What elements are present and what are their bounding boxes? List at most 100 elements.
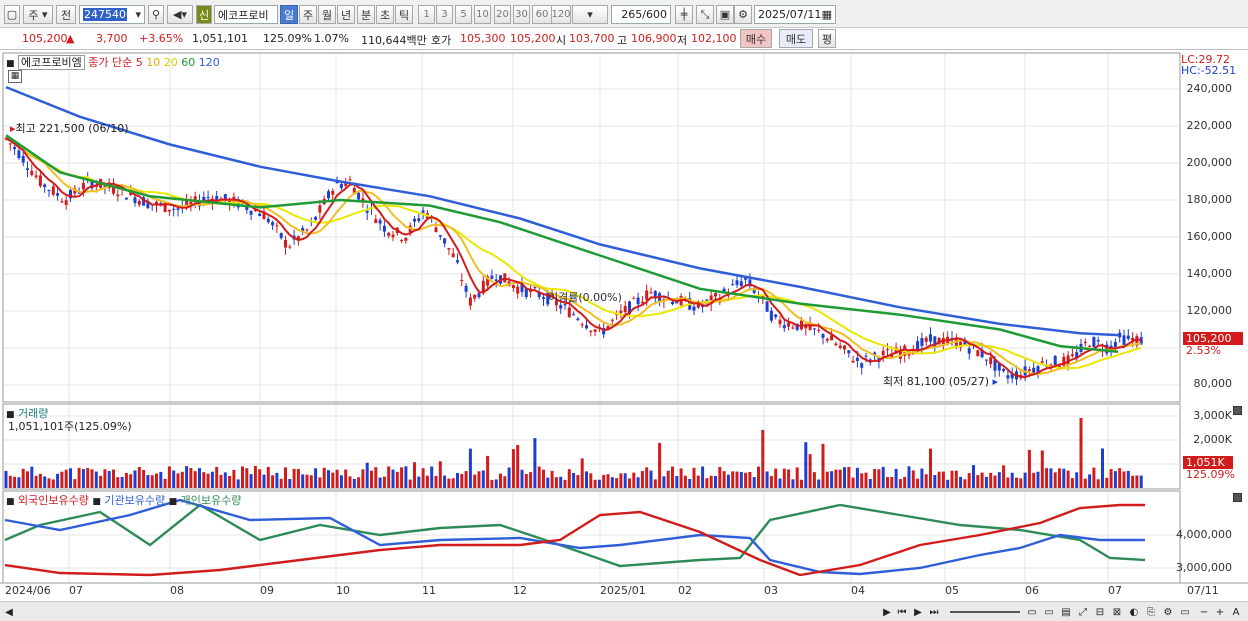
period-tab-5[interactable]: 초 [376,5,394,24]
buy-button[interactable]: 매수 [740,29,772,48]
candle-body [924,337,928,342]
theme-icon[interactable]: ◐ [1129,606,1139,618]
copy-icon[interactable]: ▭ [1044,606,1054,618]
volume-bar [1096,479,1100,488]
volume-bar [726,474,730,488]
candle-body [735,280,739,285]
volume-bar [602,474,606,488]
candle-body [941,337,945,346]
legend-foreign: 외국인보유수량 [18,494,89,507]
last-page-icon[interactable]: ⏭ [929,606,939,618]
volume-bar [946,479,950,488]
min-annotation: 최저 81,100 (05/27) ▸ [883,375,999,388]
font-size-icon[interactable]: A [1232,606,1240,618]
volume-bar [69,468,72,488]
candle-body [137,200,141,205]
candle-body [1075,352,1079,358]
volume-panel-maximize-icon[interactable] [1233,406,1242,415]
volume-bar [155,473,158,488]
volume-bar [167,466,171,488]
candle-body [933,336,937,347]
volume-bar [56,473,60,488]
candle-body [90,181,94,189]
scroll-left-icon[interactable]: ◀ [5,606,13,618]
volume-bar [997,472,1001,488]
candle-body [959,341,963,348]
sell-button[interactable]: 매도 [779,29,813,48]
chevron-down-icon[interactable]: ▾ [135,8,141,21]
legend-stock-name[interactable]: 에코프로비엠 [18,55,85,70]
interval-button-4[interactable]: 20 [494,5,511,24]
volume-value: 1,051,101 [192,32,248,45]
period-tab-3[interactable]: 년 [337,5,355,24]
volume-bar [894,468,898,488]
code-input[interactable]: 247540 ▾ [79,5,145,24]
volume-bar [533,438,537,488]
candle-body [47,190,51,192]
calendar-icon[interactable]: ▦ [821,8,832,21]
volume-tag-percent: 125.09% [1186,468,1235,481]
candle-body [696,301,700,308]
first-page-icon[interactable]: ⏮ [897,606,907,618]
avg-button[interactable]: 평 [818,29,836,48]
layout-icon[interactable]: ▤ [1061,606,1071,618]
search-icon[interactable]: ⚲ [148,5,164,24]
zoom-slider[interactable] [950,611,1020,613]
interval-button-6[interactable]: 60 [532,5,552,24]
interval-button-2[interactable]: 5 [455,5,472,24]
chart-canvas[interactable] [0,51,1248,601]
date-field[interactable]: 2025/07/11 ▦ [754,5,836,24]
clip-icon[interactable]: ⎘ [1147,606,1155,618]
interval-button-0[interactable]: 1 [418,5,435,24]
candle-body [524,288,528,297]
x-tick: 03 [764,584,778,597]
compare-icon[interactable]: ▭ [1027,606,1037,618]
volume-bar [408,479,412,488]
volume-bar [890,476,894,488]
draw-tool-icon[interactable]: ⤡ [696,5,714,24]
volume-bar [739,471,743,488]
minimize-icon[interactable]: ▭ [1180,606,1190,618]
market-select[interactable]: 주 ▾ [23,5,53,24]
candle-body [701,305,705,307]
volume-bar [219,474,223,488]
interval-button-3[interactable]: 10 [474,5,491,24]
arrange-icon[interactable]: ⤢ [1079,606,1087,618]
period-tab-4[interactable]: 분 [357,5,375,24]
interval-button-5[interactable]: 30 [513,5,530,24]
chart-scrollbar[interactable]: ◀ ▶ ⏮ ▶ ⏭ ▭ ▭ ▤ ⤢ ⊟ ⊠ ◐ ⎘ ⚙ ▭ − + A [0,601,1248,621]
count-field[interactable]: 265/600 [611,5,671,24]
gear-icon[interactable]: ⚙ [734,5,752,24]
split-icon[interactable]: ⊟ [1095,606,1105,618]
table-icon[interactable]: ▦ [8,70,22,83]
scroll-right-icon[interactable]: ▶ [883,606,891,618]
volume-bar [271,475,275,488]
overlay-icon[interactable]: ⊠ [1112,606,1122,618]
stock-name-field[interactable]: 에코프로비 [214,5,278,24]
period-dropdown[interactable]: ▾ [572,5,608,24]
interval-button-7[interactable]: 120 [551,5,571,24]
zoom-in-icon[interactable]: + [1215,606,1225,618]
period-tab-0[interactable]: 일 [280,5,298,24]
speaker-icon[interactable]: ◀▾ [167,5,193,24]
save-icon[interactable]: ▣ [716,5,734,24]
holdings-panel-maximize-icon[interactable] [1233,493,1242,502]
settings-icon[interactable]: ⚙ [1163,606,1173,618]
candle-body [649,292,653,294]
interval-button-1[interactable]: 3 [436,5,453,24]
candle-icon[interactable]: ╪ [675,5,693,24]
candle-body [296,236,300,241]
candle-body [602,328,606,335]
zoom-out-icon[interactable]: − [1199,606,1209,618]
period-tab-1[interactable]: 주 [299,5,317,24]
candle-body [963,339,967,346]
legend-close-type: 종가 단순 [88,56,133,69]
period-tab-2[interactable]: 월 [318,5,336,24]
period-type-button[interactable]: 전 [56,5,76,24]
period-tab-6[interactable]: 틱 [395,5,413,24]
volume-bar [1113,471,1117,488]
play-icon[interactable]: ▶ [914,606,922,618]
window-icon[interactable]: ▢ [4,5,20,24]
candle-body [1032,367,1036,373]
candle-body [1092,337,1096,347]
